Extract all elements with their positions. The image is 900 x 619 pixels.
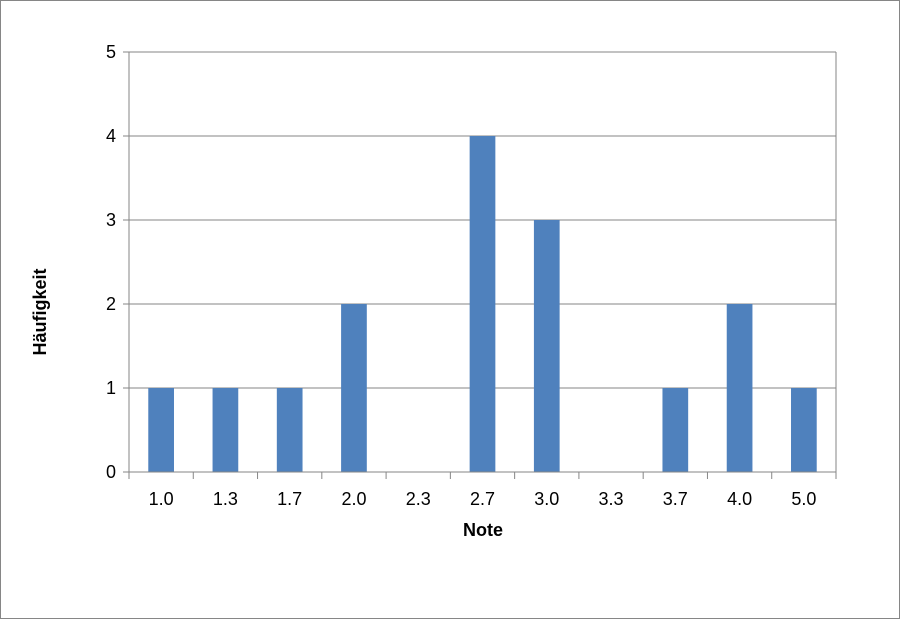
bar-2.7 (469, 136, 496, 472)
bar-2.0 (341, 304, 367, 472)
bar-1.3 (212, 388, 239, 472)
x-tick-label-4.0: 4.0 (727, 489, 752, 509)
x-tick-label-2.0: 2.0 (341, 489, 366, 509)
bar-3.7 (662, 388, 689, 472)
bar-4.0 (726, 304, 753, 472)
x-tick-label-2.3: 2.3 (406, 489, 431, 509)
bars (148, 136, 817, 472)
x-tick-label-2.7: 2.7 (470, 489, 495, 509)
bar-3.0 (533, 220, 560, 472)
x-tick-label-1.7: 1.7 (277, 489, 302, 509)
y-axis-title: Häufigkeit (30, 268, 50, 355)
bar-1.0 (148, 388, 174, 472)
y-tick-label-2: 2 (106, 294, 116, 314)
bar-1.7 (276, 388, 303, 472)
y-tick-label-3: 3 (106, 210, 116, 230)
x-tick-label-1.3: 1.3 (213, 489, 238, 509)
y-tick-labels: 0 1 2 3 4 5 (106, 42, 116, 482)
axes (123, 51, 837, 479)
y-tick-label-4: 4 (106, 126, 116, 146)
x-tick-label-5.0: 5.0 (791, 489, 816, 509)
x-tick-label-3.0: 3.0 (534, 489, 559, 509)
x-tick-label-3.3: 3.3 (599, 489, 624, 509)
x-tick-label-3.7: 3.7 (663, 489, 688, 509)
x-axis-title: Note (463, 520, 503, 540)
y-tick-label-5: 5 (106, 42, 116, 62)
x-tick-labels: 1.0 1.3 1.7 2.0 2.3 2.7 3.0 3.3 3.7 4.0 5.0 (149, 489, 817, 509)
y-tick-label-1: 1 (106, 378, 116, 398)
bar-5.0 (791, 388, 817, 472)
y-tick-label-0: 0 (106, 462, 116, 482)
x-tick-label-1.0: 1.0 (149, 489, 174, 509)
